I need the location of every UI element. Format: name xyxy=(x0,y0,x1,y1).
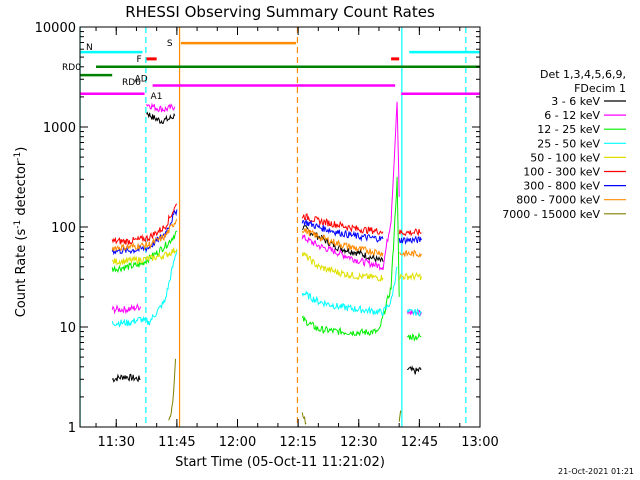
series-8-segment-0 xyxy=(168,358,176,421)
y-axis-label-close: ) xyxy=(14,147,29,152)
a1_flag-label: A1 xyxy=(151,92,163,102)
legend-label-5: 100 - 300 keV xyxy=(523,166,600,179)
legend-label-4: 50 - 100 keV xyxy=(530,151,600,164)
series-1-segment-1 xyxy=(146,102,176,113)
rd0_flag-label: RD0 xyxy=(62,63,81,73)
x-tick-label-2: 12:00 xyxy=(219,435,256,450)
series-4-segment-1 xyxy=(301,251,384,283)
series-5-segment-1 xyxy=(301,213,384,235)
n_flag-label: N xyxy=(86,43,93,53)
legend-label-8: 7000 - 15000 keV xyxy=(502,208,600,221)
legend-label-0: 3 - 6 keV xyxy=(551,95,600,108)
series-0-segment-0 xyxy=(111,373,141,383)
x-tick-label-5: 12:45 xyxy=(401,435,438,450)
y-axis-label-sup2: -1 xyxy=(13,152,23,161)
series-5-segment-2 xyxy=(398,228,422,237)
legend-label-2: 12 - 25 keV xyxy=(537,123,600,136)
y-tick-label-0: 1 xyxy=(68,421,76,436)
y-tick-label-1: 10 xyxy=(59,321,76,336)
series-4-segment-2 xyxy=(398,271,422,282)
x-tick-label-3: 12:15 xyxy=(279,435,316,450)
y-axis-label-main: Count Rate (s xyxy=(14,229,29,318)
legend-header-detectors: Det 1,3,4,5,6,9, xyxy=(540,68,626,81)
plot-area xyxy=(79,27,467,427)
series-7-segment-1 xyxy=(301,227,384,258)
y-tick-label-2: 100 xyxy=(51,221,76,236)
series-1-segment-2 xyxy=(301,101,400,271)
chart-title: RHESSI Observing Summary Count Rates xyxy=(125,3,435,21)
series-8-segment-1 xyxy=(301,412,307,425)
ad_flag-label: AD xyxy=(135,75,148,85)
series-7-segment-0 xyxy=(111,218,178,252)
f_flag-label: F xyxy=(137,55,142,65)
legend-header-decimation: FDecim 1 xyxy=(574,82,626,95)
y-tick-label-4: 10000 xyxy=(35,21,76,36)
series-3-segment-2 xyxy=(406,307,422,317)
s_flag-label: S xyxy=(167,39,173,49)
series-0-segment-1 xyxy=(146,111,176,125)
y-tick-label-3: 1000 xyxy=(43,121,76,136)
series-6-segment-2 xyxy=(398,235,422,246)
y-axis-label: Count Rate (s-1 detector-1) xyxy=(13,147,29,318)
x-tick-label-6: 13:00 xyxy=(461,435,498,450)
axes: 1 10 100 1000 10000 11:30 11:45 12:00 12:15 12:30… xyxy=(35,21,499,450)
legend-label-3: 25 - 50 keV xyxy=(537,137,600,150)
legend-label-1: 6 - 12 keV xyxy=(544,109,600,122)
x-tick-label-0: 11:30 xyxy=(98,435,135,450)
series-6-segment-1 xyxy=(301,218,384,243)
series-2-segment-0 xyxy=(111,230,178,274)
series-5-segment-0 xyxy=(111,203,178,245)
legend-label-6: 300 - 800 keV xyxy=(523,180,600,193)
x-tick-label-1: 11:45 xyxy=(158,435,195,450)
series-8-segment-2 xyxy=(398,410,402,422)
footer-date: 21-Oct-2021 01:21 xyxy=(558,467,634,476)
y-axis-label-sup: -1 xyxy=(13,220,23,229)
x-tick-label-4: 12:30 xyxy=(340,435,377,450)
series-3-segment-0 xyxy=(111,249,178,328)
series-0-segment-3 xyxy=(407,365,422,375)
series-3-segment-1 xyxy=(301,266,398,316)
series-7-segment-2 xyxy=(399,249,422,258)
series-1-segment-0 xyxy=(111,302,141,315)
series-4-segment-0 xyxy=(111,247,178,267)
legend-label-7: 800 - 7000 keV xyxy=(516,194,600,207)
series-2-segment-2 xyxy=(406,331,422,342)
rd6_flag-label: RD6 xyxy=(122,78,141,88)
x-axis-label: Start Time (05-Oct-11 11:21:02) xyxy=(175,455,385,470)
y-axis-label-tail: detector xyxy=(14,160,29,220)
